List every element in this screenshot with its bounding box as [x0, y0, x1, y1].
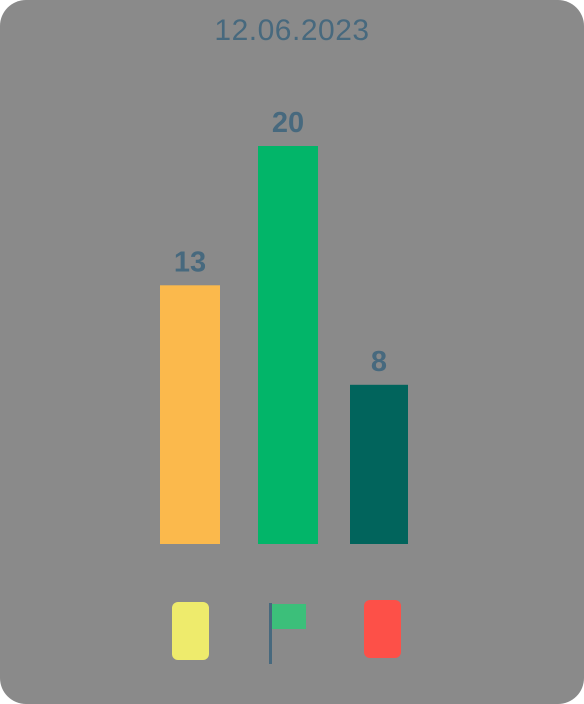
legend-red-square-icon: [364, 600, 401, 658]
data-label-2: 20: [272, 107, 304, 139]
data-label-3: 8: [371, 346, 387, 378]
bar-1: [160, 285, 220, 544]
data-label-1: 13: [174, 246, 206, 278]
legend-flag-icon: [266, 603, 310, 665]
legend-yellow-square-icon: [172, 602, 209, 660]
bar-2: [258, 146, 318, 544]
bar-3: [350, 384, 408, 544]
date-title: 12.06.2023: [214, 14, 370, 47]
data-labels-layer: 13 20 8: [174, 107, 387, 378]
bars-layer: [160, 146, 408, 544]
